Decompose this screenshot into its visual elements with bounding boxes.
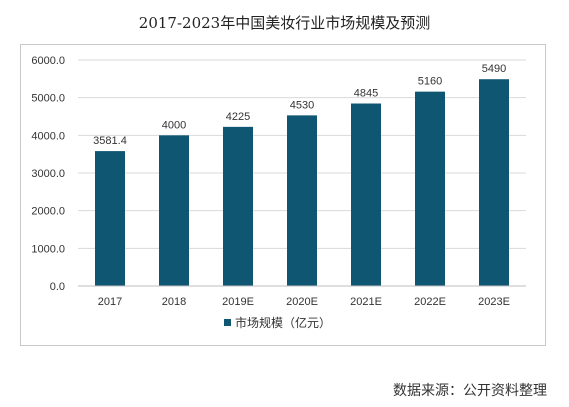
x-tick-label: 2023E — [478, 296, 510, 308]
bar — [223, 126, 253, 286]
y-tick-label: 3000.0 — [31, 168, 65, 180]
x-tick-label: 2019E — [222, 296, 254, 308]
y-tick-label: 1000.0 — [31, 243, 65, 255]
y-tick-label: 6000.0 — [31, 55, 65, 67]
y-tick-label: 2000.0 — [31, 206, 65, 218]
legend-swatch — [224, 319, 231, 326]
x-tick-label: 2017 — [98, 296, 122, 308]
data-label: 5160 — [418, 76, 442, 88]
y-tick-label: 4000.0 — [31, 130, 65, 142]
x-tick-label: 2018 — [162, 296, 186, 308]
x-tick-label: 2022E — [414, 296, 446, 308]
bar — [159, 135, 189, 286]
data-label: 5490 — [482, 63, 506, 75]
bar — [95, 151, 125, 286]
data-label: 4530 — [290, 99, 314, 111]
data-label: 4845 — [354, 88, 378, 100]
x-tick-label: 2020E — [286, 296, 318, 308]
legend-label: 市场规模（亿元） — [235, 315, 331, 330]
bar — [351, 103, 381, 286]
y-tick-label: 0.0 — [50, 281, 65, 293]
bar — [287, 115, 317, 287]
data-label: 4225 — [226, 111, 250, 123]
chart-title: 2017-2023年中国美妆行业市场规模及预测 — [138, 14, 431, 32]
y-tick-label: 5000.0 — [31, 93, 65, 105]
source-note: 数据来源：公开资料整理 — [393, 383, 547, 399]
data-label: 4000 — [162, 119, 186, 131]
x-tick-label: 2021E — [350, 296, 382, 308]
bar — [415, 91, 445, 286]
bar — [479, 79, 509, 287]
data-label: 3581.4 — [93, 135, 127, 147]
